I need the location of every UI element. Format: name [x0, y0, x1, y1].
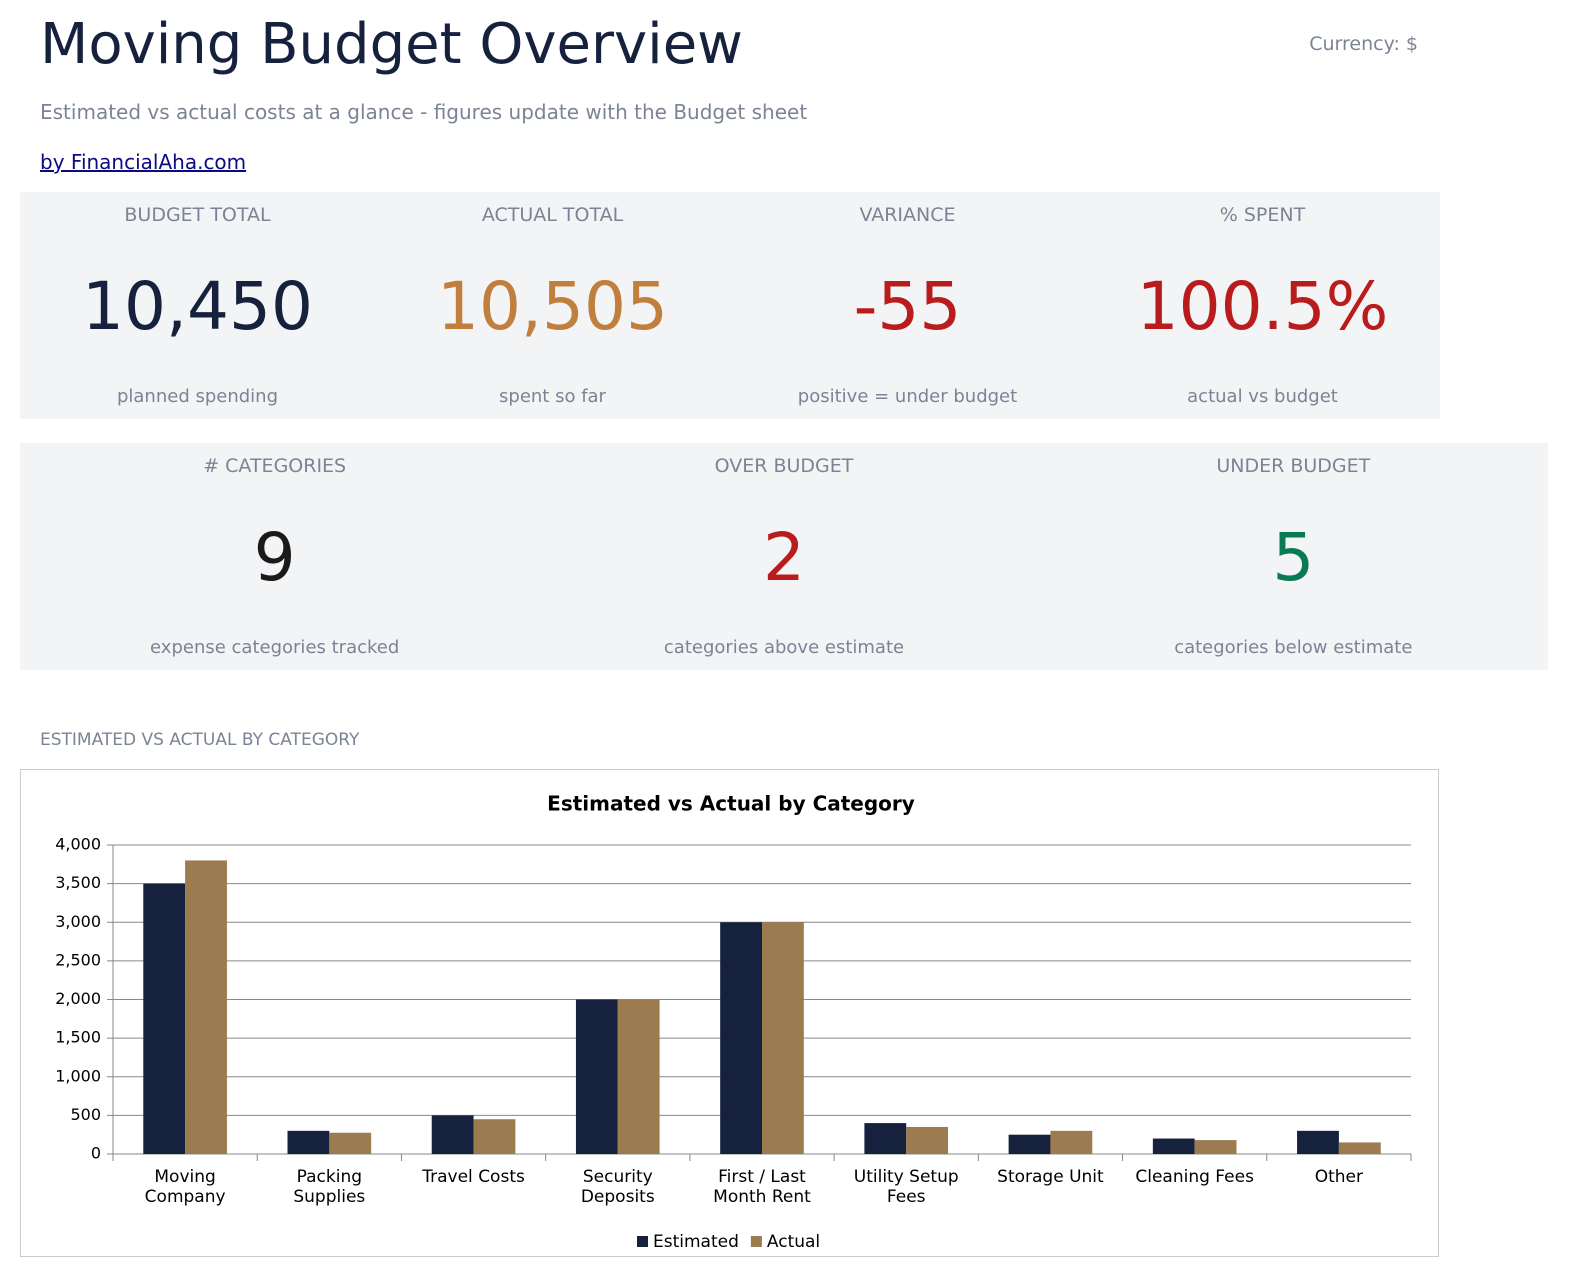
- legend-swatch: [750, 1236, 762, 1247]
- bar: [762, 922, 804, 1154]
- bar: [575, 999, 618, 1154]
- y-tick-label: 4,000: [55, 835, 101, 854]
- kpi-note: categories below estimate: [1174, 637, 1413, 658]
- kpi-note: positive = under budget: [797, 386, 1018, 407]
- y-tick-label: 2,500: [55, 950, 101, 969]
- bar: [143, 883, 186, 1154]
- kpi-value: 2: [762, 519, 805, 596]
- kpi-note: actual vs budget: [1187, 386, 1338, 407]
- x-tick-label: Packing Supplies: [293, 1167, 366, 1207]
- bar: [720, 922, 762, 1154]
- kpi-row: # CATEGORIES 9 expense categories tracked O…: [20, 443, 1548, 670]
- kpi-card: ACTUAL TOTAL 10,505 spent so far: [375, 192, 730, 419]
- kpi-label: BUDGET TOTAL: [124, 204, 271, 226]
- kpi-note: planned spending: [116, 386, 279, 407]
- x-tick-label: Moving Company: [144, 1167, 226, 1207]
- chart-box: Estimated vs Actual by Category 0 500 1,00…: [20, 769, 1439, 1257]
- legend-label: Actual: [767, 1232, 820, 1252]
- chart-title: Estimated vs Actual by Category: [547, 792, 915, 816]
- bar: [1338, 1142, 1381, 1154]
- kpi-label: ACTUAL TOTAL: [481, 204, 624, 226]
- kpi-value: 10,450: [82, 268, 313, 345]
- kpi-label: OVER BUDGET: [714, 455, 854, 477]
- x-tick-label: Cleaning Fees: [1135, 1167, 1254, 1187]
- bar: [1050, 1130, 1093, 1154]
- kpi-value: -55: [853, 268, 962, 345]
- kpi-card: BUDGET TOTAL 10,450 planned spending: [20, 192, 375, 419]
- kpi-value: 9: [253, 519, 296, 596]
- kpi-label: # CATEGORIES: [203, 455, 347, 477]
- chart: Estimated vs Actual by Category 0 500 1,00…: [55, 792, 1412, 1252]
- kpi-card: UNDER BUDGET 5 categories below estimate: [1039, 443, 1548, 670]
- subtitle: Estimated vs actual costs at a glance - …: [40, 100, 808, 124]
- kpi-card: VARIANCE -55 positive = under budget: [730, 192, 1085, 419]
- legend-swatch: [637, 1236, 648, 1247]
- section-title: ESTIMATED VS ACTUAL BY CATEGORY: [40, 730, 360, 750]
- currency: Currency: $: [1309, 33, 1418, 55]
- x-tick-label: Utility Setup Fees: [853, 1167, 959, 1207]
- x-tick-label: First / Last Month Rent: [713, 1167, 811, 1207]
- bar: [906, 1126, 949, 1154]
- bar: [1008, 1134, 1051, 1154]
- bar: [1297, 1130, 1339, 1154]
- kpi-note: spent so far: [499, 386, 606, 407]
- y-tick-label: 1,000: [55, 1066, 101, 1085]
- kpi-note: categories above estimate: [663, 637, 905, 658]
- bar: [431, 1115, 474, 1154]
- x-tick-label: Other: [1314, 1167, 1364, 1187]
- bar: [617, 999, 660, 1154]
- bar: [1152, 1138, 1195, 1154]
- title: Moving Budget Overview: [40, 12, 743, 77]
- kpi-card: OVER BUDGET 2 categories above estimate: [529, 443, 1038, 670]
- kpi-card: % SPENT 100.5% actual vs budget: [1085, 192, 1440, 419]
- x-tick-label: Travel Costs: [422, 1167, 525, 1187]
- y-tick-label: 2,000: [55, 989, 101, 1008]
- bar: [864, 1123, 907, 1154]
- kpi-value: 10,505: [437, 268, 668, 345]
- x-tick-label: Storage Unit: [997, 1167, 1104, 1187]
- bar: [473, 1119, 516, 1154]
- kpi-label: UNDER BUDGET: [1216, 455, 1371, 477]
- kpi-label: % SPENT: [1219, 204, 1306, 226]
- y-tick-label: 3,500: [55, 873, 101, 892]
- link[interactable]: by FinancialAha.com: [40, 150, 247, 174]
- kpi-row: BUDGET TOTAL 10,450 planned spending ACTUAL…: [20, 192, 1440, 419]
- y-tick-label: 500: [70, 1105, 101, 1124]
- bar: [287, 1130, 330, 1154]
- y-tick-label: 1,500: [55, 1028, 101, 1047]
- x-tick-label: Security Deposits: [580, 1167, 655, 1207]
- legend-label: Estimated: [653, 1232, 739, 1252]
- kpi-card: # CATEGORIES 9 expense categories tracked: [20, 443, 529, 670]
- kpi-value: 5: [1272, 519, 1315, 596]
- bar: [185, 860, 227, 1154]
- kpi-note: expense categories tracked: [150, 637, 400, 658]
- kpi-value: 100.5%: [1136, 268, 1389, 345]
- kpi-label: VARIANCE: [859, 204, 956, 226]
- bar: [329, 1132, 372, 1154]
- y-tick-label: 3,000: [55, 912, 101, 931]
- y-tick-label: 0: [91, 1144, 101, 1163]
- bar: [1194, 1140, 1237, 1154]
